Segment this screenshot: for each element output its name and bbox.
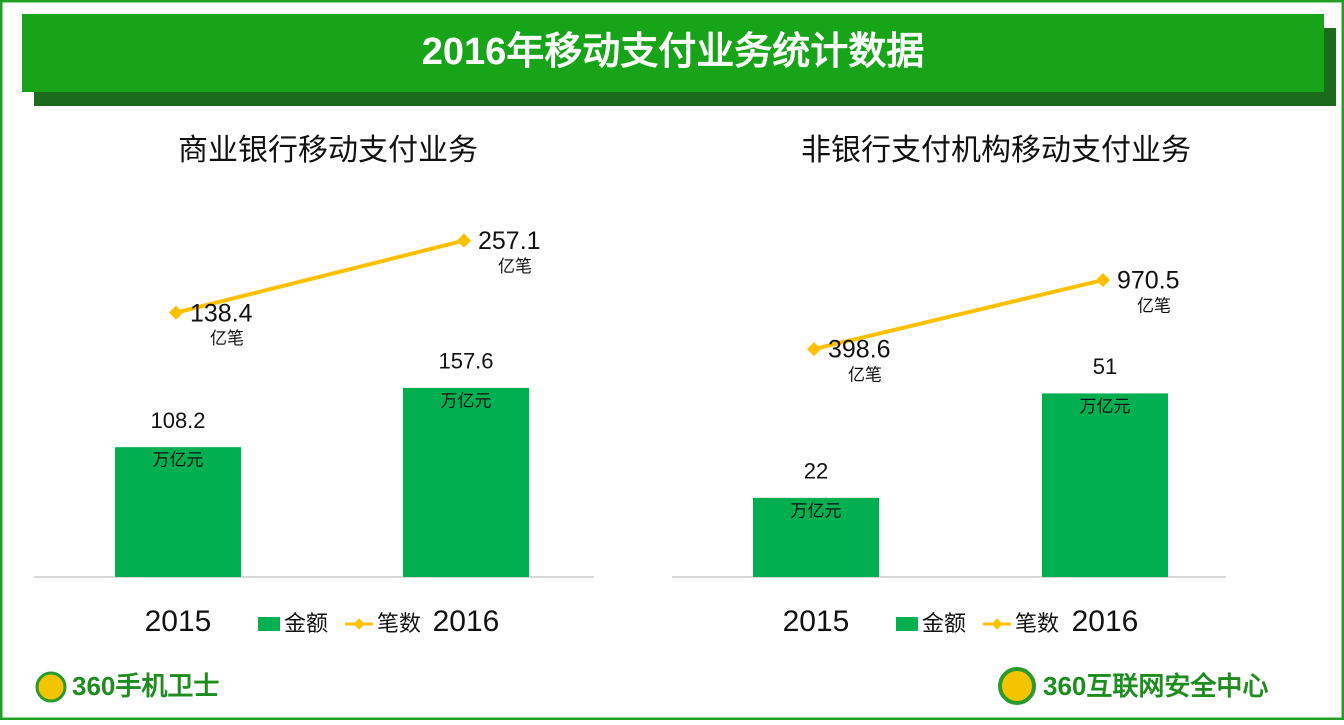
line-marker: [1095, 272, 1111, 288]
line: [813, 278, 1104, 352]
unit-label: 万亿元: [441, 391, 492, 410]
bar: [753, 497, 879, 577]
chart-subtitle: 商业银行移动支付业务: [178, 134, 478, 167]
legend-swatch: [896, 617, 918, 631]
legend-label: 笔数: [377, 611, 421, 636]
chart-subtitle: 非银行支付机构移动支付业务: [801, 134, 1191, 167]
line-marker: [456, 233, 472, 248]
x-tick-label: 2015: [145, 605, 212, 638]
unit-label: 万亿元: [153, 451, 204, 470]
value-label: 398.6: [828, 336, 891, 364]
logo-icon: [998, 667, 1036, 705]
legend-swatch: [258, 617, 280, 631]
unit-label: 亿笔: [848, 366, 882, 385]
line: [175, 238, 465, 315]
legend-marker: [353, 618, 365, 630]
legend-marker: [991, 618, 1003, 630]
value-label: 970.5: [1117, 267, 1180, 295]
legend-label: 金额: [284, 611, 328, 636]
value-label: 257.1: [478, 227, 541, 255]
header-bar: [22, 14, 1324, 92]
unit-label: 亿笔: [498, 257, 532, 276]
bar: [403, 387, 529, 577]
left-logo: 360手机卫士: [35, 671, 219, 703]
logo-icon: [35, 671, 67, 703]
line-marker: [806, 342, 822, 357]
value-label: 22: [804, 459, 828, 484]
x-tick-label: 2015: [783, 605, 850, 638]
logo-text: 360手机卫士: [72, 671, 219, 701]
bar: [1042, 393, 1168, 577]
bar: [115, 447, 241, 577]
unit-label: 万亿元: [1080, 397, 1131, 416]
legend-label: 笔数: [1015, 611, 1059, 636]
legend-label: 金额: [922, 611, 966, 636]
unit-label: 万亿元: [791, 501, 842, 520]
unit-label: 亿笔: [1137, 297, 1171, 316]
right-logo: 360互联网安全中心: [998, 667, 1268, 705]
value-label: 51: [1093, 354, 1117, 379]
line-marker: [168, 305, 184, 320]
logo-text: 360互联网安全中心: [1043, 671, 1268, 701]
x-tick-label: 2016: [433, 605, 500, 638]
value-label: 108.2: [150, 408, 205, 433]
x-tick-label: 2016: [1072, 605, 1139, 638]
value-label: 138.4: [190, 299, 253, 327]
value-label: 157.6: [438, 349, 493, 374]
unit-label: 亿笔: [210, 329, 244, 348]
page-title: 2016年移动支付业务统计数据: [422, 31, 925, 73]
